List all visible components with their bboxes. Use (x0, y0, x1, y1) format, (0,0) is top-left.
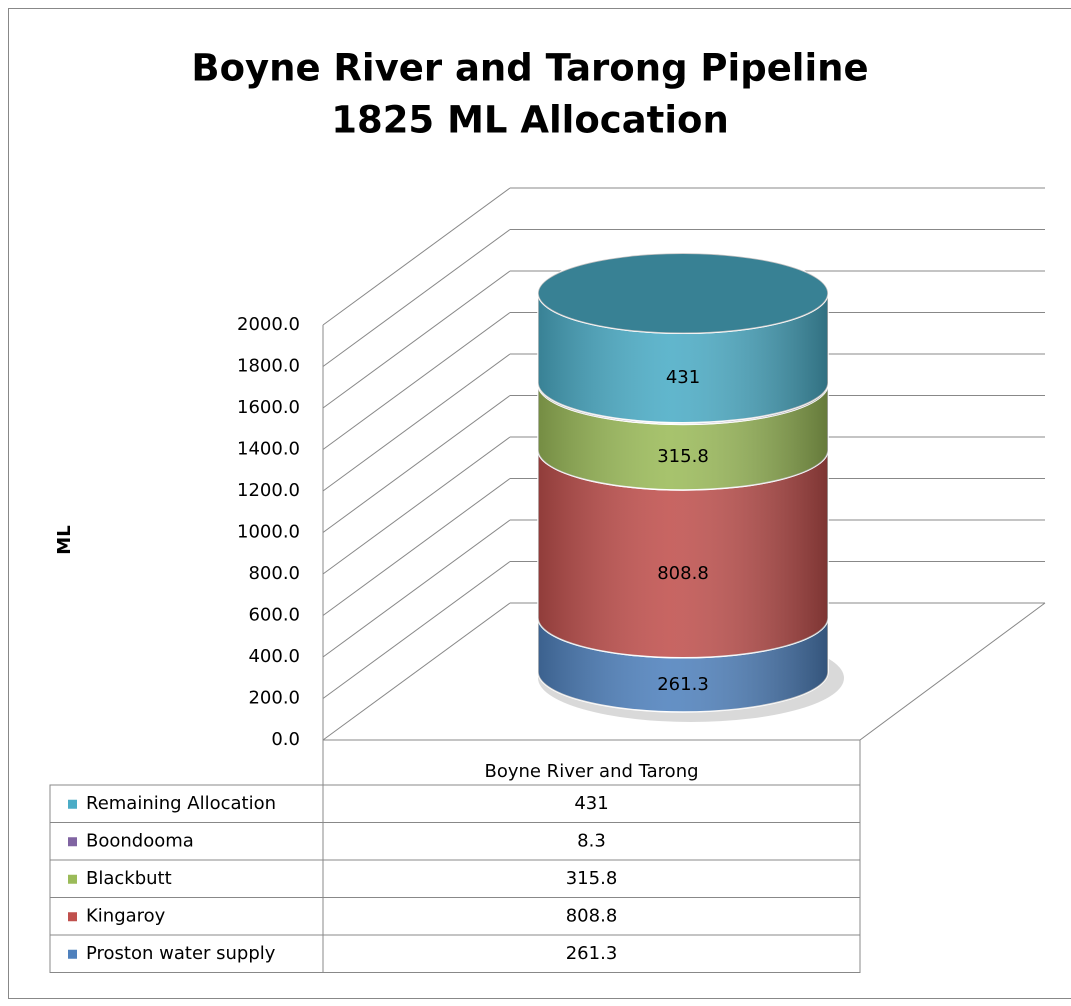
grid-line (322, 229, 511, 367)
cylinder-shading (538, 293, 828, 423)
y-tick-label: 1800.0 (237, 356, 300, 377)
y-tick-label: 1000.0 (237, 522, 300, 543)
y-tick-label: 200.0 (248, 688, 300, 709)
cylinder-shading (538, 384, 828, 490)
legend-label: Kingaroy (86, 905, 166, 926)
grid-line (322, 187, 511, 326)
y-tick-label: 400.0 (248, 646, 300, 667)
y-tick-label: 2000.0 (237, 314, 300, 335)
legend-label: Blackbutt (86, 868, 172, 889)
grid-line (322, 312, 511, 450)
table-border (49, 784, 861, 973)
grid-line (322, 395, 511, 533)
y-tick-label: 1400.0 (237, 439, 300, 460)
data-label: 261.3 (657, 674, 709, 695)
grid-line (322, 561, 511, 699)
legend-swatch (68, 837, 77, 847)
table-value: 808.8 (566, 905, 618, 926)
y-axis-label: ML (54, 525, 75, 554)
y-tick-label: 0.0 (271, 729, 300, 750)
data-label: 808.8 (657, 563, 709, 584)
grid-line (322, 602, 511, 741)
cylinder-shading (538, 617, 828, 712)
grid-line (322, 478, 511, 616)
legend-label: Boondooma (86, 830, 194, 851)
legend-swatch (68, 949, 77, 959)
data-label: 315.8 (657, 446, 709, 467)
y-tick-label: 600.0 (248, 605, 300, 626)
grid-line (322, 353, 511, 492)
cylinder-top (537, 252, 829, 335)
table-value: 431 (574, 793, 608, 814)
table-border (322, 740, 861, 785)
grid-line (322, 270, 511, 409)
legend-swatch (68, 912, 77, 922)
grid-line (322, 519, 511, 658)
chart-frame (8, 8, 1071, 999)
y-tick-label: 1600.0 (237, 397, 300, 418)
category-label: Boyne River and Tarong (484, 761, 698, 782)
chart-title: 1825 ML Allocation (331, 99, 729, 142)
table-value: 261.3 (566, 943, 618, 964)
legend-label: Remaining Allocation (86, 793, 276, 814)
legend-label: Proston water supply (86, 943, 276, 964)
y-tick-label: 800.0 (248, 563, 300, 584)
grid-line (322, 436, 511, 575)
data-label: 431 (666, 367, 700, 388)
legend-swatch (68, 874, 77, 884)
chart-title: Boyne River and Tarong Pipeline (191, 47, 868, 90)
y-tick-label: 1200.0 (237, 480, 300, 501)
cylinder-top-shade (538, 253, 828, 334)
table-value: 315.8 (566, 868, 618, 889)
legend-swatch (68, 799, 77, 809)
table-value: 8.3 (577, 830, 606, 851)
cylinder-shading (538, 449, 828, 658)
